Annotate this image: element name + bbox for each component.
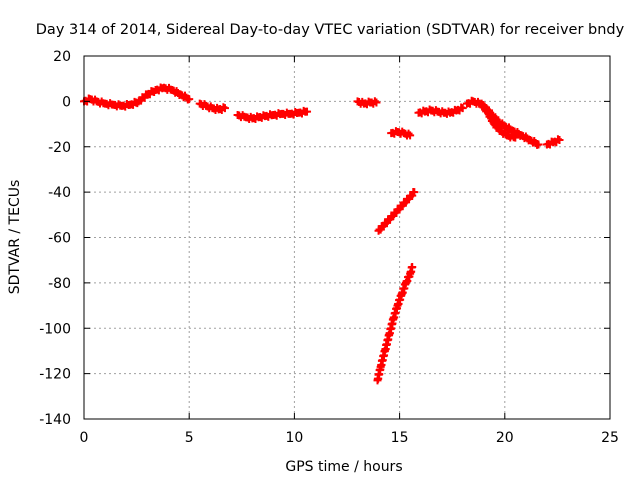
data-series bbox=[414, 103, 467, 118]
x-tick-label: 5 bbox=[185, 430, 194, 446]
data-point bbox=[458, 104, 467, 113]
data-series bbox=[80, 83, 194, 111]
x-tick-label: 10 bbox=[285, 430, 303, 446]
y-tick-label: 20 bbox=[53, 49, 71, 65]
data-point bbox=[370, 97, 379, 106]
data-series bbox=[195, 99, 229, 114]
y-tick-label: -120 bbox=[39, 367, 71, 383]
data-series bbox=[477, 99, 520, 142]
chart-title: Day 314 of 2014, Sidereal Day-to-day VTE… bbox=[36, 22, 625, 38]
x-axis-label: GPS time / hours bbox=[285, 459, 402, 475]
x-tick-label: 20 bbox=[496, 430, 514, 446]
plot-points bbox=[80, 83, 564, 385]
data-point bbox=[408, 262, 417, 271]
data-series bbox=[387, 127, 415, 140]
x-tick-label: 25 bbox=[601, 430, 619, 446]
y-tick-label: -140 bbox=[39, 412, 71, 428]
data-point bbox=[406, 131, 415, 140]
data-point bbox=[555, 135, 564, 144]
data-point bbox=[511, 133, 520, 142]
y-tick-label: -60 bbox=[48, 231, 71, 247]
data-point bbox=[410, 188, 419, 197]
data-series bbox=[374, 188, 419, 235]
y-tick-label: 0 bbox=[62, 94, 71, 110]
y-tick-label: -40 bbox=[48, 185, 71, 201]
data-series bbox=[542, 135, 564, 149]
y-tick-label: -100 bbox=[39, 321, 71, 337]
data-point bbox=[185, 95, 194, 104]
ticks: 0 5 10 15 20 25 20 0 -20 -40 -60 -80 -100 -120 -140 bbox=[39, 49, 619, 446]
data-point bbox=[372, 98, 381, 107]
data-series bbox=[353, 97, 381, 109]
data-point bbox=[534, 140, 543, 149]
data-series bbox=[233, 106, 312, 124]
data-series bbox=[373, 262, 417, 385]
x-tick-label: 15 bbox=[391, 430, 409, 446]
y-axis-label: SDTVAR / TECUs bbox=[7, 180, 23, 295]
y-tick-label: -80 bbox=[48, 276, 71, 292]
data-point bbox=[220, 104, 229, 113]
data-point bbox=[303, 107, 312, 116]
x-tick-label: 0 bbox=[80, 430, 89, 446]
y-tick-label: -20 bbox=[48, 140, 71, 156]
